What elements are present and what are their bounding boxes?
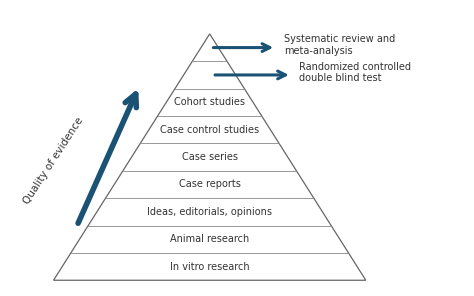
Text: Randomized controlled
double blind test: Randomized controlled double blind test: [300, 62, 411, 83]
Text: Case reports: Case reports: [179, 179, 241, 189]
Text: In vitro research: In vitro research: [170, 262, 249, 271]
Text: Case series: Case series: [182, 152, 237, 162]
Text: Ideas, editorials, opinions: Ideas, editorials, opinions: [147, 207, 272, 217]
Text: Case control studies: Case control studies: [160, 125, 259, 135]
Text: Animal research: Animal research: [170, 234, 249, 244]
Text: Systematic review and
meta-analysis: Systematic review and meta-analysis: [284, 34, 395, 56]
Text: Cohort studies: Cohort studies: [174, 97, 245, 107]
Polygon shape: [54, 34, 366, 280]
Text: Quality of evidence: Quality of evidence: [22, 116, 85, 206]
